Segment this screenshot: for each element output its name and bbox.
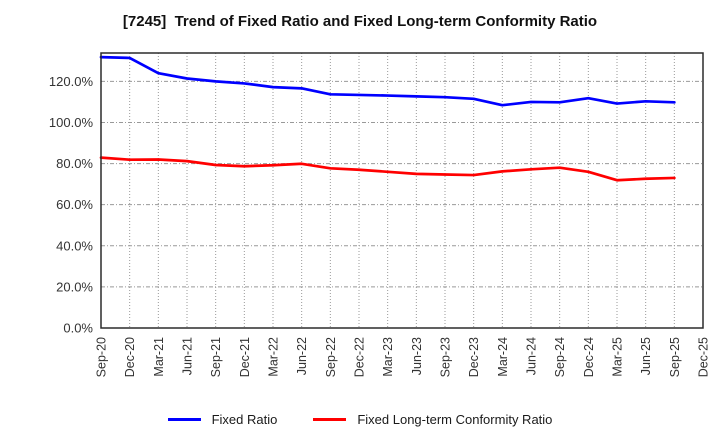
legend: Fixed Ratio Fixed Long-term Conformity R… [0, 404, 720, 434]
x-tick-label: Mar-23 [381, 337, 395, 377]
x-tick-label: Dec-21 [238, 337, 252, 377]
x-tick-label: Jun-22 [295, 337, 309, 375]
y-tick-label: 20.0% [56, 279, 93, 294]
legend-swatch-fixed-ratio-line [167, 417, 201, 421]
x-tick-label: Sep-20 [95, 337, 109, 377]
x-tick-label: Dec-22 [353, 337, 367, 377]
legend-item-fixed-ratio: Fixed Ratio [167, 411, 278, 427]
y-tick-label: 100.0% [49, 115, 94, 130]
x-tick-label: Mar-25 [611, 337, 625, 377]
x-tick-label: Dec-24 [582, 337, 596, 377]
legend-label-fixed-ratio: Fixed Ratio [211, 411, 278, 427]
x-tick-label: Mar-21 [152, 337, 166, 377]
x-tick-label: Sep-25 [668, 337, 682, 377]
series-line-fixed-long-term-conformity-ratio [99, 156, 676, 182]
y-tick-label: 40.0% [56, 238, 93, 253]
x-tick-label: Sep-24 [553, 337, 567, 377]
x-tick-label: Dec-20 [123, 337, 137, 377]
x-tick-label: Dec-25 [697, 337, 711, 377]
legend-label-fixed-long-term-conformity-ratio: Fixed Long-term Conformity Ratio [357, 411, 553, 427]
y-tick-label: 120.0% [49, 74, 94, 89]
x-tick-label: Sep-21 [209, 337, 223, 377]
plot-border [100, 52, 704, 329]
x-tick-label: Jun-25 [639, 337, 653, 375]
chart-title: [7245] Trend of Fixed Ratio and Fixed Lo… [122, 13, 598, 30]
x-tick-label: Jun-24 [525, 337, 539, 375]
y-tick-label: 0.0% [63, 321, 93, 336]
legend-swatch-fixed-long-term-conformity-ratio-line [313, 417, 347, 421]
legend-item-fixed-long-term-conformity-ratio: Fixed Long-term Conformity Ratio [313, 412, 552, 427]
x-tick-label: Mar-22 [267, 337, 281, 377]
x-tick-label: Jun-21 [181, 337, 195, 375]
x-tick-label: Sep-22 [324, 337, 338, 377]
x-tick-label: Mar-24 [496, 337, 510, 377]
y-tick-label: 60.0% [56, 197, 93, 212]
x-tick-label: Dec-23 [467, 337, 481, 377]
y-tick-label: 80.0% [56, 156, 93, 171]
series-line-fixed-ratio [99, 55, 676, 107]
x-tick-label: Jun-23 [410, 337, 424, 375]
x-tick-label: Sep-23 [439, 337, 453, 377]
